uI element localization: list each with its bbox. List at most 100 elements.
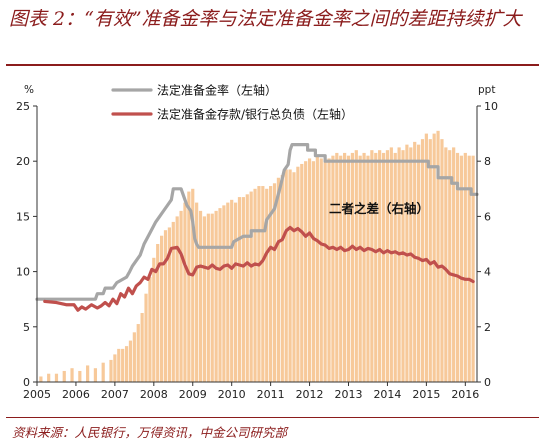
spread-bar: [156, 244, 160, 382]
spread-bar: [128, 340, 133, 382]
right-axis-unit: ppt: [478, 84, 495, 96]
legend: 法定准备金率（左轴） 法定准备金存款/银行总负债（左轴）: [111, 83, 353, 122]
right-tick-label: 8: [484, 155, 491, 168]
spread-bar: [210, 213, 214, 382]
spread-bar: [331, 155, 335, 382]
statutory-ratio-line: [35, 143, 479, 301]
spread-bar: [455, 152, 460, 382]
spread-bar: [448, 150, 452, 382]
spread-bar: [183, 202, 187, 382]
spread-bar: [163, 230, 168, 382]
spread-bar: [436, 130, 440, 382]
spread-bar: [405, 144, 409, 382]
spread-bar: [54, 373, 59, 382]
right-tick-label: 2: [484, 321, 491, 334]
footer-divider: [6, 417, 539, 418]
spread-bar: [424, 133, 428, 382]
spread-bar: [327, 158, 331, 382]
spread-bar: [452, 147, 456, 382]
x-tick-label: 2012: [296, 388, 324, 401]
x-tick-label: 2014: [373, 388, 401, 401]
spread-bar: [362, 152, 366, 382]
spread-bar: [385, 150, 390, 382]
right-tick-label: 4: [484, 266, 491, 279]
spread-bar: [47, 373, 51, 382]
right-tick-label: 10: [484, 100, 498, 113]
spread-bar: [261, 186, 265, 382]
spread-bar: [214, 210, 218, 382]
x-tick-label: 2009: [179, 388, 207, 401]
legend-label: 法定准备金率（左轴）: [157, 83, 277, 98]
effective-ratio-line: [43, 225, 475, 312]
spread-bar: [253, 188, 257, 382]
right-tick-label: 6: [484, 210, 491, 223]
spread-bar: [78, 370, 82, 382]
left-axis-unit: %: [24, 84, 34, 96]
spread-bar: [343, 152, 347, 382]
spread-bar: [319, 158, 323, 382]
spread-bar: [440, 139, 444, 382]
spread-bar: [152, 257, 156, 382]
spread-bar: [276, 177, 281, 382]
spread-bar: [416, 144, 421, 382]
spread-bar: [198, 210, 203, 382]
spread-annotation: 二者之差（右轴）: [329, 201, 429, 216]
legend-label: 法定准备金存款/银行总负债（左轴）: [157, 107, 353, 122]
spread-bar: [370, 150, 374, 382]
left-tick-label: 15: [16, 210, 30, 223]
spread-bar: [292, 172, 296, 382]
spread-bar: [397, 147, 401, 382]
spread-bar: [62, 370, 66, 382]
spread-bar: [226, 202, 230, 382]
spread-bar: [350, 152, 354, 382]
spread-bar: [335, 152, 339, 382]
spread-bar: [374, 152, 378, 382]
spread-bar: [413, 141, 417, 382]
spread-bar: [171, 221, 175, 382]
spread-bar: [366, 155, 370, 382]
spread-bar: [86, 365, 90, 382]
source-note: 资料来源：人民银行，万得资讯，中金公司研究部: [12, 425, 288, 440]
spread-bar: [358, 155, 362, 382]
spread-bar: [144, 293, 148, 382]
spread-bar: [167, 227, 171, 382]
spread-bar: [280, 175, 284, 382]
spread-bar: [300, 163, 304, 382]
x-tick-label: 2007: [101, 388, 129, 401]
spread-bar: [113, 354, 117, 382]
spread-bar: [117, 348, 121, 382]
spread-bar: [389, 147, 393, 382]
spread-bar: [109, 359, 113, 382]
axes: 0 5 10 15 20 25 0 2 4 6 8 10 2005 2006 2007 2008 2009 201…: [16, 84, 498, 401]
spread-bar: [93, 368, 98, 382]
spread-bar: [339, 155, 343, 382]
spread-bar: [393, 152, 397, 382]
spread-bar: [237, 197, 242, 382]
spread-bar: [233, 202, 238, 382]
spread-bar: [428, 139, 432, 382]
spread-bar: [257, 186, 261, 382]
spread-bar: [218, 208, 222, 382]
spread-bar: [230, 199, 234, 382]
spread-bar: [175, 216, 179, 382]
spread-bar: [265, 188, 269, 382]
spread-bars: [39, 130, 475, 382]
spread-bar: [140, 313, 144, 382]
spread-bar: [463, 152, 467, 382]
line-series: [35, 143, 479, 312]
spread-bar: [206, 213, 210, 382]
x-tick-label: 2011: [257, 388, 285, 401]
spread-bar: [284, 169, 288, 382]
spread-bar: [121, 348, 125, 382]
spread-bar: [70, 368, 74, 382]
spread-bar: [304, 161, 308, 382]
left-tick-label: 25: [16, 100, 30, 113]
spread-bar: [249, 191, 253, 382]
left-tick-label: 0: [23, 376, 30, 389]
title-divider: [6, 64, 539, 66]
left-tick-label: 10: [16, 266, 30, 279]
spread-bar: [187, 191, 191, 382]
x-tick-label: 2005: [23, 388, 51, 401]
spread-bar: [222, 205, 226, 382]
